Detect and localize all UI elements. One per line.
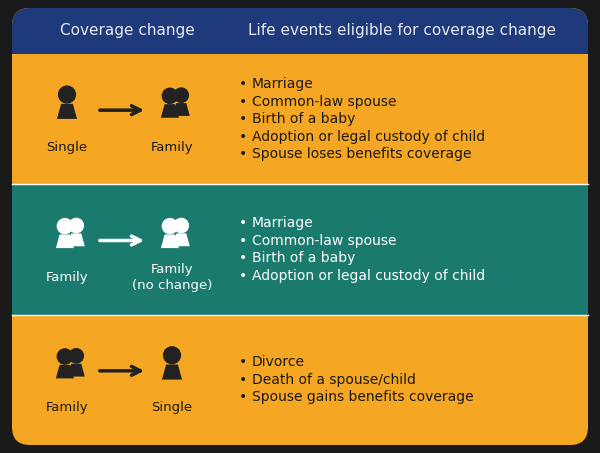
Text: •: • bbox=[239, 95, 247, 109]
PathPatch shape bbox=[68, 364, 85, 376]
Circle shape bbox=[69, 349, 83, 363]
PathPatch shape bbox=[56, 365, 74, 378]
Text: Birth of a baby: Birth of a baby bbox=[252, 112, 355, 126]
Circle shape bbox=[69, 218, 83, 233]
Text: Birth of a baby: Birth of a baby bbox=[252, 251, 355, 265]
FancyBboxPatch shape bbox=[12, 8, 588, 54]
Bar bbox=[12, 36, 588, 54]
Text: •: • bbox=[239, 112, 247, 126]
Text: Family: Family bbox=[46, 271, 88, 284]
Text: •: • bbox=[239, 355, 247, 369]
PathPatch shape bbox=[68, 233, 85, 246]
Text: •: • bbox=[239, 130, 247, 144]
Circle shape bbox=[174, 218, 188, 233]
Text: •: • bbox=[239, 234, 247, 248]
Circle shape bbox=[174, 88, 188, 102]
Circle shape bbox=[58, 349, 73, 364]
Text: •: • bbox=[239, 269, 247, 283]
Text: Common-law spouse: Common-law spouse bbox=[252, 95, 397, 109]
Text: Family: Family bbox=[151, 141, 193, 154]
Text: Death of a spouse/child: Death of a spouse/child bbox=[252, 373, 416, 387]
PathPatch shape bbox=[56, 235, 74, 248]
Text: Marriage: Marriage bbox=[252, 216, 314, 230]
PathPatch shape bbox=[162, 365, 182, 380]
Circle shape bbox=[163, 88, 178, 103]
Text: •: • bbox=[239, 147, 247, 161]
Text: Family: Family bbox=[46, 401, 88, 414]
Circle shape bbox=[164, 347, 181, 364]
Text: Divorce: Divorce bbox=[252, 355, 305, 369]
Text: •: • bbox=[239, 216, 247, 230]
PathPatch shape bbox=[173, 233, 190, 246]
Text: Life events eligible for coverage change: Life events eligible for coverage change bbox=[248, 24, 556, 39]
Text: Spouse gains benefits coverage: Spouse gains benefits coverage bbox=[252, 390, 473, 405]
PathPatch shape bbox=[161, 235, 179, 248]
Text: Single: Single bbox=[46, 141, 88, 154]
Text: Adoption or legal custody of child: Adoption or legal custody of child bbox=[252, 130, 485, 144]
Text: Common-law spouse: Common-law spouse bbox=[252, 234, 397, 248]
Text: Adoption or legal custody of child: Adoption or legal custody of child bbox=[252, 269, 485, 283]
Circle shape bbox=[163, 219, 178, 234]
Text: Spouse loses benefits coverage: Spouse loses benefits coverage bbox=[252, 147, 472, 161]
Text: Single: Single bbox=[151, 401, 193, 414]
Circle shape bbox=[58, 219, 73, 234]
PathPatch shape bbox=[173, 103, 190, 116]
Bar bbox=[12, 184, 588, 315]
Text: Family
(no change): Family (no change) bbox=[132, 264, 212, 291]
Circle shape bbox=[59, 86, 76, 103]
PathPatch shape bbox=[161, 104, 179, 118]
Text: •: • bbox=[239, 373, 247, 387]
Text: Marriage: Marriage bbox=[252, 77, 314, 91]
Text: •: • bbox=[239, 251, 247, 265]
PathPatch shape bbox=[57, 104, 77, 119]
Text: •: • bbox=[239, 390, 247, 405]
FancyBboxPatch shape bbox=[12, 8, 588, 445]
Text: Coverage change: Coverage change bbox=[59, 24, 194, 39]
Text: •: • bbox=[239, 77, 247, 91]
